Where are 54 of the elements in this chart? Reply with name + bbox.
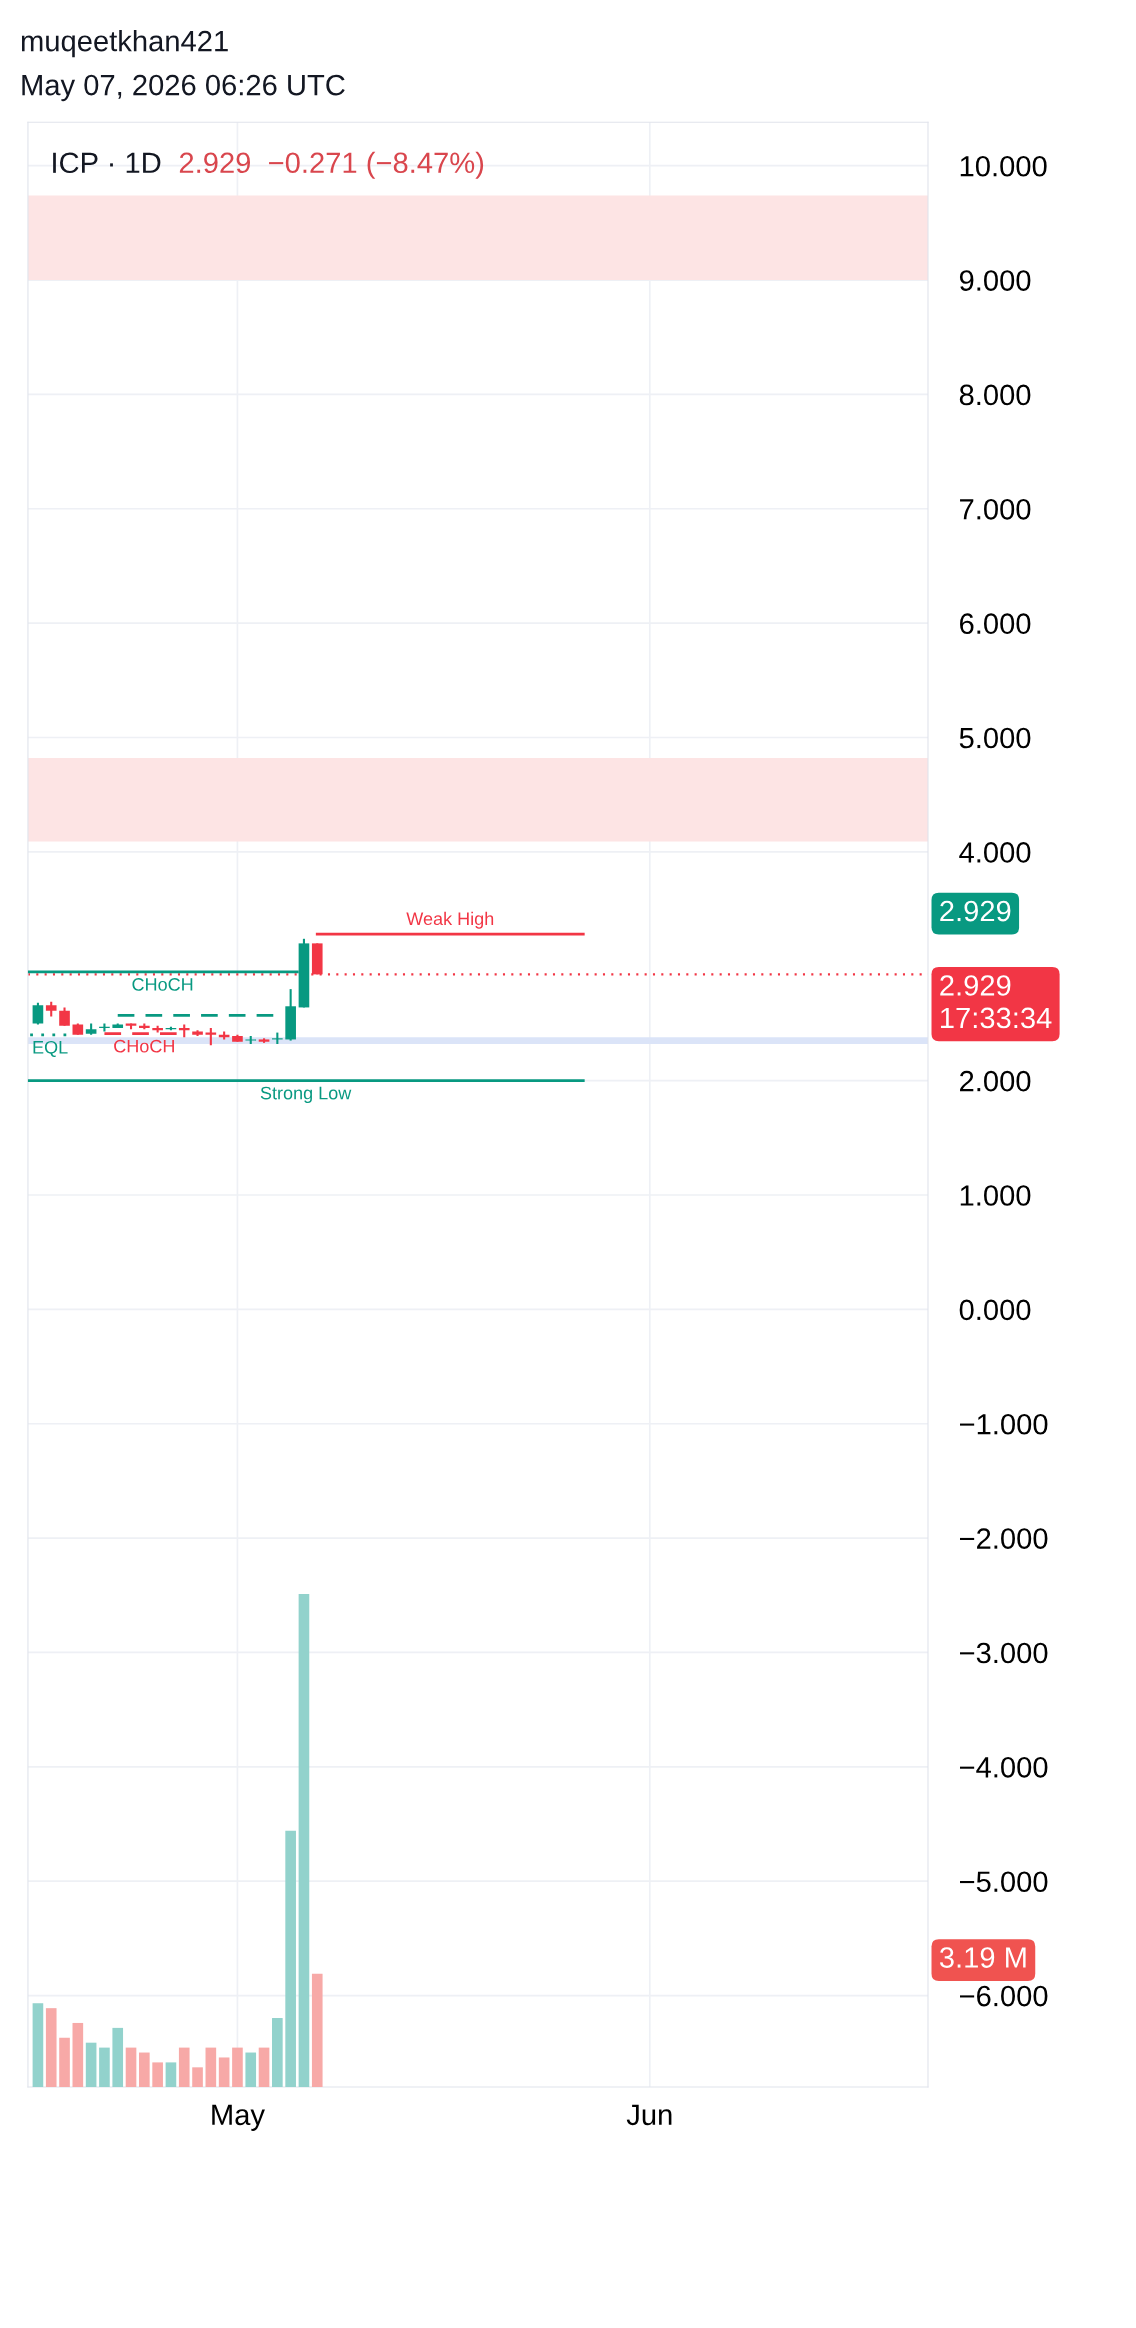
bar: [139, 2052, 150, 2088]
series-label: EQL: [33, 1040, 68, 1057]
text: 2.929 −0.271 (−8.47%): [179, 151, 484, 179]
bar: [59, 2037, 70, 2088]
bar: [218, 2057, 230, 2088]
y-tick-label: 4.000: [959, 842, 1031, 863]
bar: [32, 2003, 44, 2088]
y-tick-label: 10.000: [960, 155, 1047, 177]
series-label: CHoCH: [114, 1039, 174, 1053]
bar: [205, 2047, 217, 2088]
bar: [99, 2047, 110, 2088]
candlestick: [59, 1006, 70, 1027]
candlestick: [32, 1001, 44, 1026]
y-tick-label: 9.000: [959, 270, 1031, 291]
y-tick-label: 2.000: [960, 1070, 1031, 1092]
bar: [112, 2027, 124, 2088]
y-tick-label: 5.000: [959, 727, 1031, 749]
bar: [258, 2047, 270, 2088]
y-tick-label: −4.000: [959, 1757, 1048, 1778]
bar: [45, 2008, 57, 2088]
bar: [85, 2042, 97, 2088]
bar: [272, 2018, 283, 2088]
bar: [152, 2062, 163, 2088]
series-label: Strong Low: [260, 1086, 352, 1104]
bar: [192, 2067, 203, 2088]
text: muqeetkhan421: [21, 30, 228, 58]
x-tick-label: Jun: [626, 2104, 672, 2126]
y-tick-label: 0.000: [959, 1299, 1031, 1321]
y-tick-label: 6.000: [960, 613, 1031, 634]
x-tick-label: May: [212, 2104, 265, 2131]
text: ICP · 1D: [53, 152, 161, 174]
y-tick-label: 8.000: [959, 384, 1031, 406]
y-tick-label: −1.000: [959, 1413, 1048, 1435]
bar: [125, 2047, 137, 2088]
bar: [285, 1830, 296, 2088]
ref-line-label: 2.929 17:33:34: [940, 975, 1052, 1029]
y-tick-label: −2.000: [959, 1528, 1048, 1549]
bar: [232, 2047, 243, 2088]
bar: [178, 2047, 190, 2088]
series-label: CHoCH: [132, 978, 193, 991]
y-tick-label: 1.000: [960, 1185, 1031, 1206]
y-tick-label: 7.000: [960, 498, 1031, 520]
text: 2.929: [940, 900, 1011, 922]
text: May 07, 2026 06:26 UTC: [22, 74, 345, 102]
text: 3.19 M: [939, 1947, 1026, 1968]
bar: [311, 1973, 323, 2088]
y-tick-label: −5.000: [959, 1871, 1048, 1893]
bar: [165, 2062, 177, 2088]
bar: [72, 2022, 84, 2088]
y-tick-label: −6.000: [959, 1985, 1048, 2007]
series-label: Weak High: [406, 911, 494, 929]
bar: [245, 2052, 257, 2088]
y-tick-label: −3.000: [959, 1642, 1048, 1664]
bar: [298, 1593, 310, 2088]
